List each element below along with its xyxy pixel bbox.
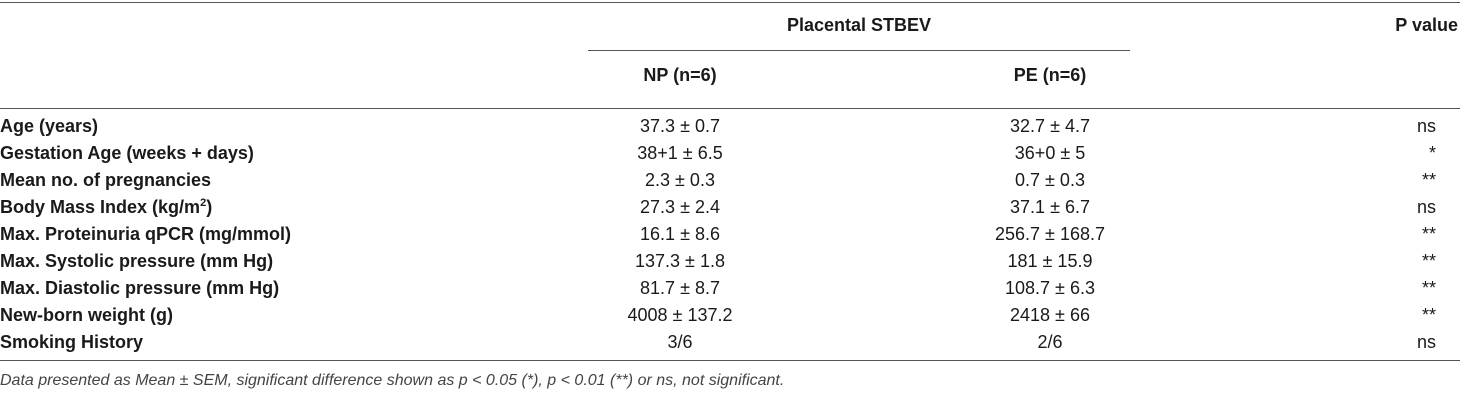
table-row: Age (years) 37.3 ± 0.7 32.7 ± 4.7 ns xyxy=(0,113,1460,139)
np-value: 27.3 ± 2.4 xyxy=(640,197,720,217)
row-label: Mean no. of pregnancies xyxy=(0,170,212,190)
table-row: Max. Proteinuria qPCR (mg/mmol) 16.1 ± 8… xyxy=(0,221,1460,247)
pe-value: 256.7 ± 168.7 xyxy=(995,224,1105,244)
row-label-end: ) xyxy=(206,197,213,217)
np-value: 81.7 ± 8.7 xyxy=(640,278,720,298)
top-rule xyxy=(0,2,1460,3)
np-value: 37.3 ± 0.7 xyxy=(640,116,720,136)
pe-value: 32.7 ± 4.7 xyxy=(1010,116,1090,136)
table-footnote: Data presented as Mean ± SEM, significan… xyxy=(0,372,785,389)
header-rule xyxy=(0,108,1460,109)
p-value: * xyxy=(1428,143,1436,163)
row-label-text: Body Mass Index (kg/m xyxy=(0,197,201,217)
pe-value: 108.7 ± 6.3 xyxy=(1005,278,1095,298)
pe-value: 2418 ± 66 xyxy=(1010,305,1090,325)
pe-value: 2/6 xyxy=(1037,332,1063,352)
row-label: Age (years) xyxy=(0,116,99,136)
table-row: Body Mass Index (kg/m2) 27.3 ± 2.4 37.1 … xyxy=(0,194,1460,220)
table-row: Max. Diastolic pressure (mm Hg) 81.7 ± 8… xyxy=(0,275,1460,301)
p-value: ns xyxy=(1416,197,1436,217)
np-value: 16.1 ± 8.6 xyxy=(640,224,720,244)
group-header-rule xyxy=(588,50,1130,51)
p-value: ** xyxy=(1421,278,1436,298)
row-label: Gestation Age (weeks + days) xyxy=(0,143,254,163)
table-row: Smoking History 3/6 2/6 ns xyxy=(0,329,1460,355)
np-value: 4008 ± 137.2 xyxy=(627,305,733,325)
np-value: 38+1 ± 6.5 xyxy=(637,143,723,163)
group-header-placental-stbev: Placental STBEV xyxy=(786,15,932,35)
table-row: New-born weight (g) 4008 ± 137.2 2418 ± … xyxy=(0,302,1460,328)
np-column-header: NP (n=6) xyxy=(643,65,717,85)
row-label: New-born weight (g) xyxy=(0,305,173,325)
np-value: 3/6 xyxy=(667,332,693,352)
row-label: Max. Diastolic pressure (mm Hg) xyxy=(0,278,280,298)
p-value: ** xyxy=(1421,224,1436,244)
pe-value: 0.7 ± 0.3 xyxy=(1015,170,1085,190)
p-value: ns xyxy=(1416,116,1436,136)
pe-value: 36+0 ± 5 xyxy=(1014,143,1086,163)
np-value: 137.3 ± 1.8 xyxy=(635,251,725,271)
row-label: Max. Systolic pressure (mm Hg) xyxy=(0,251,274,271)
p-value: ** xyxy=(1421,170,1436,190)
table-row: Gestation Age (weeks + days) 38+1 ± 6.5 … xyxy=(0,140,1460,166)
row-label: Smoking History xyxy=(0,332,144,352)
table-row: Max. Systolic pressure (mm Hg) 137.3 ± 1… xyxy=(0,248,1460,274)
row-label: Body Mass Index (kg/m2) xyxy=(0,194,212,220)
table-row: Mean no. of pregnancies 2.3 ± 0.3 0.7 ± … xyxy=(0,167,1460,193)
superscript: 2 xyxy=(200,197,207,209)
p-value: ** xyxy=(1421,251,1436,271)
np-value: 2.3 ± 0.3 xyxy=(645,170,715,190)
pe-value: 181 ± 15.9 xyxy=(1007,251,1093,271)
row-label: Max. Proteinuria qPCR (mg/mmol) xyxy=(0,224,292,244)
pe-column-header: PE (n=6) xyxy=(1013,65,1087,85)
bottom-rule xyxy=(0,360,1460,361)
pe-value: 37.1 ± 6.7 xyxy=(1010,197,1090,217)
p-value-header: P value xyxy=(1395,15,1458,35)
p-value: ** xyxy=(1421,305,1436,325)
p-value: ns xyxy=(1416,332,1436,352)
